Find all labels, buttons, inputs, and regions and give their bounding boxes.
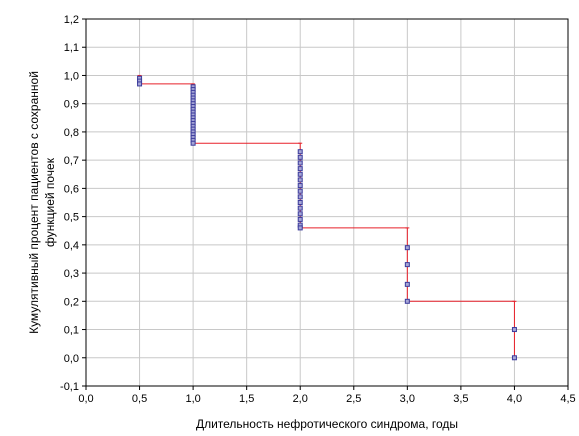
y-tick-label: 0,6 [64, 183, 79, 195]
y-tick-label: 1,0 [64, 70, 79, 82]
censored-marker [297, 154, 303, 160]
y-tick-label: 0,4 [64, 240, 79, 252]
y-tick-label: 0,2 [64, 296, 79, 308]
censored-marker [297, 205, 303, 211]
x-tick-label: 0,0 [78, 393, 93, 405]
x-tick-label: 2,5 [346, 393, 361, 405]
x-tick-label: 4,5 [560, 393, 575, 405]
censored-marker [297, 166, 303, 172]
x-tick-label: 4,0 [507, 393, 522, 405]
y-tick-label: 0,9 [64, 99, 79, 111]
y-axis-title-line-2: функцией почек [43, 157, 57, 247]
censored-marker [404, 298, 410, 304]
censored-marker [297, 211, 303, 217]
grid-layer [86, 19, 568, 386]
censored-marker [297, 183, 303, 189]
censored-marker [297, 188, 303, 194]
censored-marker [297, 216, 303, 222]
censored-marker [297, 171, 303, 177]
censored-marker [297, 194, 303, 200]
x-axis-ticks: 0,0 0,5 1,0 1,5 2,0 2,5 3,0 3,5 4,0 4,5 [78, 386, 576, 405]
x-tick-label: 2,0 [293, 393, 308, 405]
x-axis-title: Длительность нефротического синдрома, го… [196, 417, 458, 431]
y-axis-title-line-1: Кумулятивный процент пациентов с сохранн… [27, 71, 41, 334]
x-tick-label: 3,0 [400, 393, 415, 405]
y-tick-label: 1,2 [64, 14, 79, 26]
y-tick-label: 0,7 [64, 155, 79, 167]
x-tick-label: 0,5 [132, 393, 147, 405]
y-tick-label: 0,0 [64, 353, 79, 365]
censored-marker [404, 245, 410, 251]
censored-marker [297, 200, 303, 205]
censored-marker [137, 81, 143, 87]
y-tick-label: -0,1 [60, 381, 79, 393]
censored-marker [511, 327, 517, 333]
y-tick-label: 0,1 [64, 325, 79, 337]
censored-marker [297, 225, 303, 231]
censored-marker [297, 160, 303, 166]
x-tick-label: 1,0 [185, 393, 200, 405]
y-axis-ticks: -0,1 0,0 0,1 0,2 0,3 0,4 0,5 0,6 0,7 0,8 0,9 1,0 1,1… [60, 14, 86, 393]
censored-marker [404, 281, 410, 287]
censored-marker [511, 355, 517, 361]
censored-marker [404, 262, 410, 268]
y-tick-label: 1,1 [64, 42, 79, 54]
plot-frame [85, 18, 569, 387]
y-tick-label: 0,8 [64, 127, 79, 139]
censored-markers [137, 75, 517, 361]
x-tick-label: 3,5 [453, 393, 468, 405]
y-tick-label: 0,3 [64, 268, 79, 280]
x-tick-label: 1,5 [239, 393, 254, 405]
censored-marker [297, 177, 303, 183]
censored-marker [190, 140, 196, 146]
censored-marker [297, 149, 303, 155]
y-tick-label: 0,5 [64, 212, 79, 224]
